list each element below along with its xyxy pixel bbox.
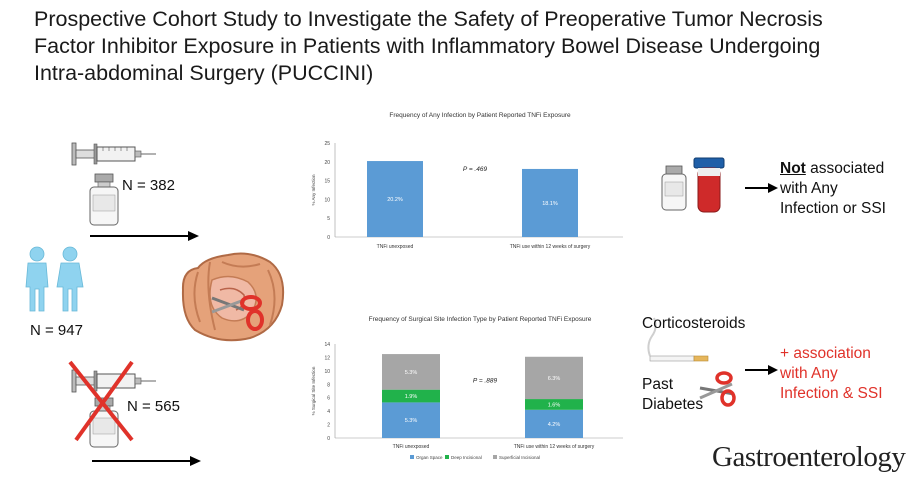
y-axis-label: % Surgical Site Infection bbox=[311, 366, 316, 415]
x-tick-label: TNFi unexposed bbox=[393, 444, 430, 450]
legend-label: Superficial Incisional bbox=[499, 455, 540, 460]
arrow-icon bbox=[92, 456, 201, 466]
legend-label: Organ Space bbox=[416, 455, 443, 460]
intestine-icon bbox=[181, 252, 285, 342]
y-tick-label: 10 bbox=[324, 369, 330, 375]
blood-tube-icon bbox=[693, 157, 725, 213]
y-tick-label: 4 bbox=[327, 409, 330, 415]
bar bbox=[522, 168, 578, 237]
not-word: Not bbox=[780, 160, 806, 177]
exposed-count: N = 382 bbox=[122, 177, 175, 194]
arrow-icon bbox=[745, 183, 778, 193]
arrow-icon bbox=[90, 231, 199, 241]
risk-diabetes: Diabetes bbox=[642, 396, 704, 413]
x-tick-label: TNFi use within 12 weeks of surgery bbox=[514, 444, 595, 450]
y-tick-label: 5 bbox=[327, 216, 330, 222]
y-tick-label: 20 bbox=[324, 160, 330, 166]
unexposed-count: N = 565 bbox=[127, 398, 180, 415]
segment-value-label: 5.3% bbox=[405, 370, 418, 376]
p-value-annotation: P = .469 bbox=[463, 166, 488, 173]
legend-label: Deep Incisional bbox=[451, 455, 482, 460]
not-line3: Infection or SSI bbox=[780, 200, 886, 217]
people-icon bbox=[25, 246, 84, 312]
stacked-bar-segment bbox=[525, 399, 583, 410]
stacked-bar-segment bbox=[382, 389, 440, 403]
segment-value-label: 1.9% bbox=[405, 394, 418, 400]
chart1-title: Frequency of Any Infection by Patient Re… bbox=[389, 112, 571, 119]
y-tick-label: 25 bbox=[324, 141, 330, 147]
bar-value-label: 18.1% bbox=[542, 201, 558, 207]
y-axis-label: % Any Infection bbox=[311, 174, 316, 206]
stacked-bar-segment bbox=[382, 402, 440, 438]
risk-past: Past bbox=[642, 376, 674, 393]
risk-corticosteroids: Corticosteroids bbox=[642, 315, 746, 332]
segment-value-label: 6.3% bbox=[548, 376, 561, 382]
vial-icon bbox=[89, 397, 119, 448]
page-title: Prospective Cohort Study to Investigate … bbox=[34, 7, 823, 85]
not-rest: associated bbox=[805, 160, 885, 177]
legend-swatch bbox=[445, 455, 449, 459]
scissors-icon bbox=[211, 295, 264, 331]
legend-swatch bbox=[410, 455, 414, 459]
x-tick-label: TNFi unexposed bbox=[377, 244, 414, 250]
p-value-annotation: P = .889 bbox=[473, 377, 498, 384]
chart2-title: Frequency of Surgical Site Infection Typ… bbox=[368, 316, 592, 323]
segment-value-label: 1.6% bbox=[548, 402, 561, 408]
syringe-icon bbox=[71, 142, 156, 166]
stacked-bar-segment bbox=[525, 356, 583, 400]
arrow-icon bbox=[745, 365, 778, 375]
vial-icon bbox=[661, 165, 687, 211]
stacked-bar-segment bbox=[382, 354, 440, 390]
ssi-type-chart: 0 2 4 6 8 10 12 14 % Surgical Site Infection 5.3%… bbox=[311, 342, 623, 460]
total-count: N = 947 bbox=[30, 322, 83, 339]
not-line2: with Any bbox=[780, 180, 838, 197]
bar bbox=[367, 161, 423, 237]
y-tick-label: 0 bbox=[327, 235, 330, 241]
y-tick-label: 6 bbox=[327, 396, 330, 402]
segment-value-label: 4.2% bbox=[548, 422, 561, 428]
bar-value-label: 20.2% bbox=[387, 197, 403, 203]
any-infection-chart: 0 5 10 15 20 25 % Any Infection 20.2% TNFi unexp… bbox=[311, 141, 623, 250]
plus-line2: with Any bbox=[780, 365, 838, 382]
legend-swatch bbox=[493, 455, 497, 459]
y-tick-label: 10 bbox=[324, 197, 330, 203]
y-tick-label: 15 bbox=[324, 179, 330, 185]
y-tick-label: 8 bbox=[327, 382, 330, 388]
stacked-bar-segment bbox=[525, 409, 583, 438]
not-associated-text: Not associated with Any Infection or SSI bbox=[780, 159, 886, 219]
cross-icon bbox=[68, 360, 134, 442]
plus-line3: Infection & SSI bbox=[780, 385, 883, 402]
x-tick-label: TNFi use within 12 weeks of surgery bbox=[510, 244, 591, 250]
segment-value-label: 5.3% bbox=[405, 418, 418, 424]
journal-logo: Gastroenterology bbox=[712, 441, 906, 473]
y-tick-label: 2 bbox=[327, 423, 330, 429]
scissors-icon bbox=[699, 371, 736, 407]
y-tick-label: 14 bbox=[324, 342, 330, 348]
plus-line1: + association bbox=[780, 345, 871, 362]
y-tick-label: 0 bbox=[327, 436, 330, 442]
vial-icon bbox=[89, 173, 119, 226]
y-tick-label: 12 bbox=[324, 355, 330, 361]
cigarette-icon bbox=[647, 317, 709, 362]
positive-association-text: + association with Any Infection & SSI bbox=[780, 344, 883, 404]
